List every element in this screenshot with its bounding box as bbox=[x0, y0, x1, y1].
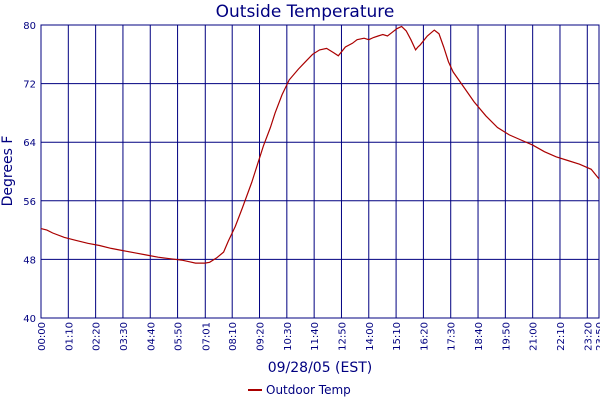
x-tick-label: 03:30 bbox=[119, 322, 130, 351]
y-tick-label: 64 bbox=[23, 138, 36, 149]
y-tick-labels: 40 48 56 64 72 80 bbox=[23, 21, 36, 325]
x-tick-labels: 00:00 01:10 02:20 03:30 04:40 05:50 07:01 08:10… bbox=[37, 322, 600, 351]
grid bbox=[40, 24, 600, 319]
y-tick-label: 40 bbox=[23, 314, 36, 325]
x-tick-label: 11:40 bbox=[310, 322, 321, 351]
x-tick-label: 05:50 bbox=[174, 322, 185, 351]
x-tick-label: 08:10 bbox=[228, 322, 239, 351]
x-tick-label: 02:20 bbox=[92, 322, 103, 351]
legend: Outdoor Temp bbox=[248, 383, 351, 397]
x-tick-label: 04:40 bbox=[146, 322, 157, 351]
y-axis-label: Degrees F bbox=[0, 136, 16, 207]
x-tick-label: 23:20 bbox=[583, 322, 594, 351]
y-tick-label: 72 bbox=[23, 80, 36, 91]
x-tick-label: 01:10 bbox=[64, 322, 75, 351]
x-tick-label: 12:50 bbox=[337, 322, 348, 351]
x-tick-label: 22:10 bbox=[556, 322, 567, 351]
legend-entry: Outdoor Temp bbox=[266, 383, 351, 397]
x-tick-label: 10:30 bbox=[283, 322, 294, 351]
chart-title: Outside Temperature bbox=[216, 2, 395, 22]
y-tick-label: 48 bbox=[23, 255, 36, 266]
x-tick-label: 18:40 bbox=[474, 322, 485, 351]
x-tick-label: 19:50 bbox=[501, 322, 512, 351]
series-line-outdoor-temp bbox=[40, 25, 600, 264]
x-tick-label: 07:01 bbox=[201, 322, 212, 351]
plot-frame bbox=[40, 24, 600, 319]
series-layer bbox=[40, 25, 600, 264]
x-tick-label: 16:20 bbox=[419, 322, 430, 351]
x-tick-label: 14:00 bbox=[365, 322, 376, 351]
x-tick-label: 09:20 bbox=[256, 322, 267, 351]
x-axis-label: 09/28/05 (EST) bbox=[268, 360, 373, 376]
x-tick-label: 00:00 bbox=[37, 322, 48, 351]
x-tick-label: 17:30 bbox=[447, 322, 458, 351]
y-tick-label: 56 bbox=[23, 197, 36, 208]
x-tick-label: 23:50 bbox=[595, 322, 600, 351]
x-tick-label: 21:00 bbox=[529, 322, 540, 351]
x-tick-label: 15:10 bbox=[392, 322, 403, 351]
y-tick-label: 80 bbox=[23, 21, 36, 32]
